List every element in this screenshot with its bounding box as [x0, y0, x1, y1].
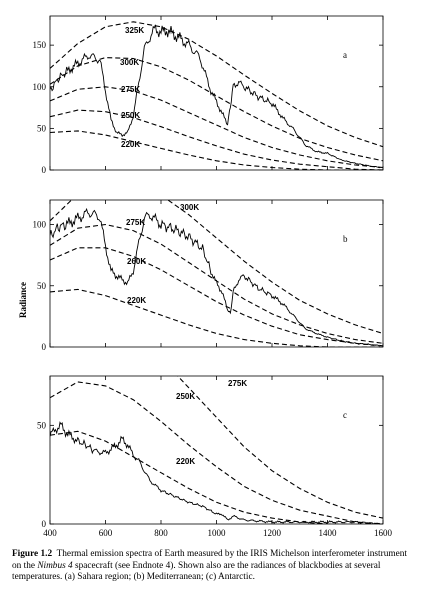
panel-c: 400 600 800 1000 1200 1400 1600 0 50 275K 250K 220K…: [37, 375, 393, 538]
x-tick-label: 1600: [374, 528, 393, 538]
blackbody-curve-220K: [50, 288, 383, 347]
blackbody-curve-260K: [50, 247, 383, 347]
y-tick-label: 150: [33, 40, 47, 50]
blackbody-curve-300K: [50, 57, 383, 162]
blackbody-curve-250K: [50, 381, 383, 524]
panel-a-frame: [49, 15, 384, 171]
blackbody-curve-220K: [50, 130, 383, 170]
blackbody-label-250K: 250K: [176, 392, 195, 401]
caption-label: Figure 1.2: [12, 549, 53, 559]
caption-spacecraft: Nimbus 4: [37, 560, 73, 571]
x-tick-label: 600: [99, 528, 113, 538]
x-tick-label: 1400: [319, 528, 338, 538]
blackbody-label-275K: 275K: [126, 218, 145, 227]
y-tick-label: 100: [33, 82, 47, 92]
blackbody-label-325K: 325K: [125, 26, 144, 35]
panel-a: 0 50 100 150 325K 300K 275K 250K 220K a: [33, 15, 384, 175]
panel-letter-b: b: [343, 234, 348, 244]
x-tick-label: 400: [43, 528, 57, 538]
blackbody-label-260K: 260K: [127, 257, 146, 266]
caption-text-before: Thermal emission spectra of Earth measur…: [12, 549, 407, 571]
y-tick-label: 0: [42, 342, 47, 352]
blackbody-label-250K: 250K: [121, 111, 140, 120]
blackbody-label-220K: 220K: [176, 457, 195, 466]
y-tick-label: 50: [37, 281, 47, 291]
blackbody-label-220K: 220K: [121, 140, 140, 149]
y-tick-label: 0: [42, 519, 47, 529]
panel-letter-a: a: [343, 50, 347, 60]
y-tick-label: 50: [37, 420, 47, 430]
panel-b-frame: [49, 199, 384, 348]
panel-b: 0 50 100 300K 275K 260K 220K b: [33, 199, 384, 352]
blackbody-curve-300K: [50, 200, 383, 335]
blackbody-label-220K: 220K: [127, 296, 146, 305]
y-tick-label: 50: [37, 123, 47, 133]
blackbody-label-300K: 300K: [120, 58, 139, 67]
x-tick-label: 800: [154, 528, 168, 538]
y-tick-label: 100: [33, 220, 47, 230]
measured-spectrum-b: [50, 207, 381, 347]
blackbody-label-275K: 275K: [121, 85, 140, 94]
figure-caption: Figure 1.2 Thermal emission spectra of E…: [12, 549, 416, 584]
measured-spectrum-c: [50, 421, 381, 524]
blackbody-curve-220K: [50, 430, 383, 524]
blackbody-curve-275K: [50, 223, 383, 344]
panel-letter-c: c: [343, 410, 347, 420]
blackbody-label-275K: 275K: [228, 379, 247, 388]
blackbody-curve-275K: [50, 86, 383, 169]
y-tick-label: 0: [42, 165, 47, 175]
figure-chart: 0 50 100 150 325K 300K 275K 250K 220K a 0 50 100 300K…: [18, 15, 393, 538]
caption-text-after: spacecraft (see Endnote 4). Shown also a…: [12, 560, 381, 583]
blackbody-curve-275K: [176, 376, 383, 519]
measured-spectrum-a: [50, 24, 381, 169]
y-axis-label: Radiance: [18, 282, 28, 318]
blackbody-curve-250K: [50, 109, 383, 170]
x-tick-label: 1000: [208, 528, 227, 538]
x-tick-label: 1200: [263, 528, 282, 538]
blackbody-label-300K: 300K: [180, 203, 199, 212]
blackbody-curve-325K: [50, 21, 383, 148]
